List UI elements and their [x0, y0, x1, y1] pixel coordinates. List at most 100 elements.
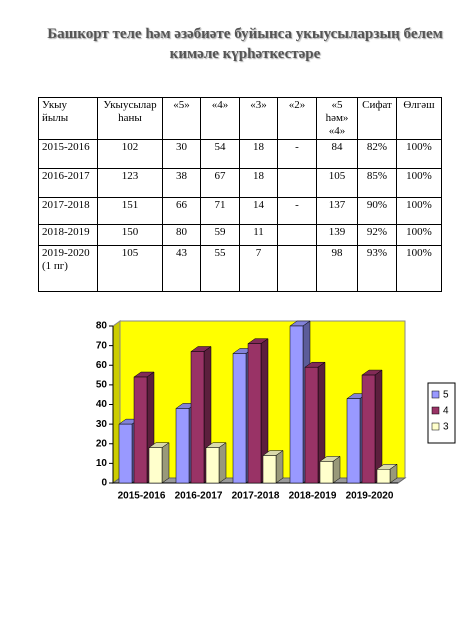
table-cell: 71: [200, 197, 240, 225]
table-cell: «2»: [277, 97, 317, 140]
bar: [289, 325, 304, 484]
table-cell: 92%: [357, 224, 397, 246]
table-cell: 100%: [396, 224, 442, 246]
table-cell: 137: [316, 197, 358, 225]
table-cell: 2019-2020 (1 пг): [38, 245, 98, 292]
table-cell: Укыу йылы: [38, 97, 98, 140]
legend-label: 4: [443, 406, 449, 417]
bar: [304, 366, 319, 484]
table-cell: 18: [239, 168, 278, 198]
table-cell: -: [277, 139, 317, 169]
bar-side: [332, 455, 341, 484]
table-cell: 67: [200, 168, 240, 198]
bar: [262, 455, 277, 484]
bar: [133, 376, 148, 484]
table-cell: [277, 168, 317, 198]
table-cell: Сифат: [357, 97, 397, 140]
document-title: Башкорт теле һәм әзәбиәте буйынса укыусы…: [47, 26, 443, 62]
bar: [175, 408, 190, 484]
bar: [319, 461, 334, 484]
table-cell: 2018-2019: [38, 224, 98, 246]
table-cell: 18: [239, 139, 278, 169]
y-tick-label: 30: [96, 419, 108, 430]
table-cell: -: [277, 197, 317, 225]
table-cell: «5»: [162, 97, 201, 140]
table-cell: 150: [97, 224, 163, 246]
table-cell: 100%: [396, 139, 442, 169]
table-cell: 123: [97, 168, 163, 198]
table-cell: 55: [200, 245, 240, 292]
x-tick-label: 2015-2016: [118, 491, 166, 502]
table-cell: [277, 224, 317, 246]
y-tick-label: 70: [96, 340, 108, 351]
table-cell: [277, 245, 317, 292]
table-cell: 30: [162, 139, 201, 169]
bar: [148, 447, 163, 484]
table-cell: 80: [162, 224, 201, 246]
table-cell: 93%: [357, 245, 397, 292]
bar: [346, 398, 361, 484]
bar: [118, 423, 133, 484]
table-row: Укыу йылы Укыусылар һаны «5» «4» «3» «2» «5 һә…: [38, 97, 442, 140]
results-table: Укыу йылы Укыусылар һаны «5» «4» «3» «2» «5 һә…: [38, 97, 442, 292]
table-cell: 105: [97, 245, 163, 292]
table-cell: 11: [239, 224, 278, 246]
chart: 0 10 20 30 40 50 60 70 80 2015-2016 2016-2017 2017-…: [96, 320, 456, 502]
table-row: 2015-2016 102 30 54 18-84 82% 100%: [38, 139, 442, 169]
table-cell: 2015-2016: [38, 139, 98, 169]
table-cell: 100%: [396, 168, 442, 198]
x-tick-label: 2016-2017: [175, 491, 223, 502]
table-cell: 7: [239, 245, 278, 292]
table-cell: 139: [316, 224, 358, 246]
table-row: 2017-2018 151 66 71 14-137 90% 100%: [38, 197, 442, 225]
legend-label: 5: [443, 390, 449, 401]
bar: [361, 374, 376, 484]
y-tick-label: 10: [96, 458, 108, 469]
table-cell: 100%: [396, 245, 442, 292]
table-cell: 2017-2018: [38, 197, 98, 225]
bar: [190, 351, 205, 484]
table-cell: 84: [316, 139, 358, 169]
table-cell: 14: [239, 197, 278, 225]
table-cell: 59: [200, 224, 240, 246]
legend-swatch: [431, 422, 440, 431]
legend-label: 3: [443, 422, 449, 433]
y-tick-label: 50: [96, 380, 108, 391]
table-cell: 151: [97, 197, 163, 225]
x-tick-label: 2018-2019: [289, 491, 337, 502]
table-cell: 66: [162, 197, 201, 225]
table-cell: Укыусылар һаны: [97, 97, 163, 140]
table-row: 2018-2019 150 80 59 11 139 92% 100%: [38, 224, 442, 246]
bar: [247, 343, 262, 484]
bar-side: [275, 450, 284, 484]
y-tick-label: 60: [96, 360, 108, 371]
table-cell: 98: [316, 245, 358, 292]
table-cell: «3»: [239, 97, 278, 140]
bar-side: [374, 369, 383, 484]
legend-swatch: [431, 406, 440, 415]
table-cell: 105: [316, 168, 358, 198]
table-cell: 100%: [396, 197, 442, 225]
x-tick-label: 2017-2018: [232, 491, 280, 502]
table-row: 2019-2020 (1 пг) 105 43 55 7 98 93% 100%: [38, 245, 442, 292]
table-cell: 54: [200, 139, 240, 169]
x-tick-label: 2019-2020: [346, 491, 394, 502]
table-cell: 82%: [357, 139, 397, 169]
bar-side: [218, 442, 227, 484]
table-cell: Өлгәш: [396, 97, 442, 140]
table-cell: 90%: [357, 197, 397, 225]
table-cell: 43: [162, 245, 201, 292]
table-cell: 38: [162, 168, 201, 198]
table-cell: «5 һәм» «4»: [316, 97, 358, 140]
table-row: 2016-2017 123 38 67 18 105 85% 100%: [38, 168, 442, 198]
bar: [376, 469, 391, 484]
table-cell: 2016-2017: [38, 168, 98, 198]
y-tick-label: 40: [96, 399, 108, 410]
bar: [232, 353, 247, 484]
table-cell: 85%: [357, 168, 397, 198]
bar: [205, 447, 220, 484]
legend-swatch: [431, 390, 440, 399]
bar-side: [161, 442, 170, 484]
y-tick-label: 20: [96, 438, 108, 449]
